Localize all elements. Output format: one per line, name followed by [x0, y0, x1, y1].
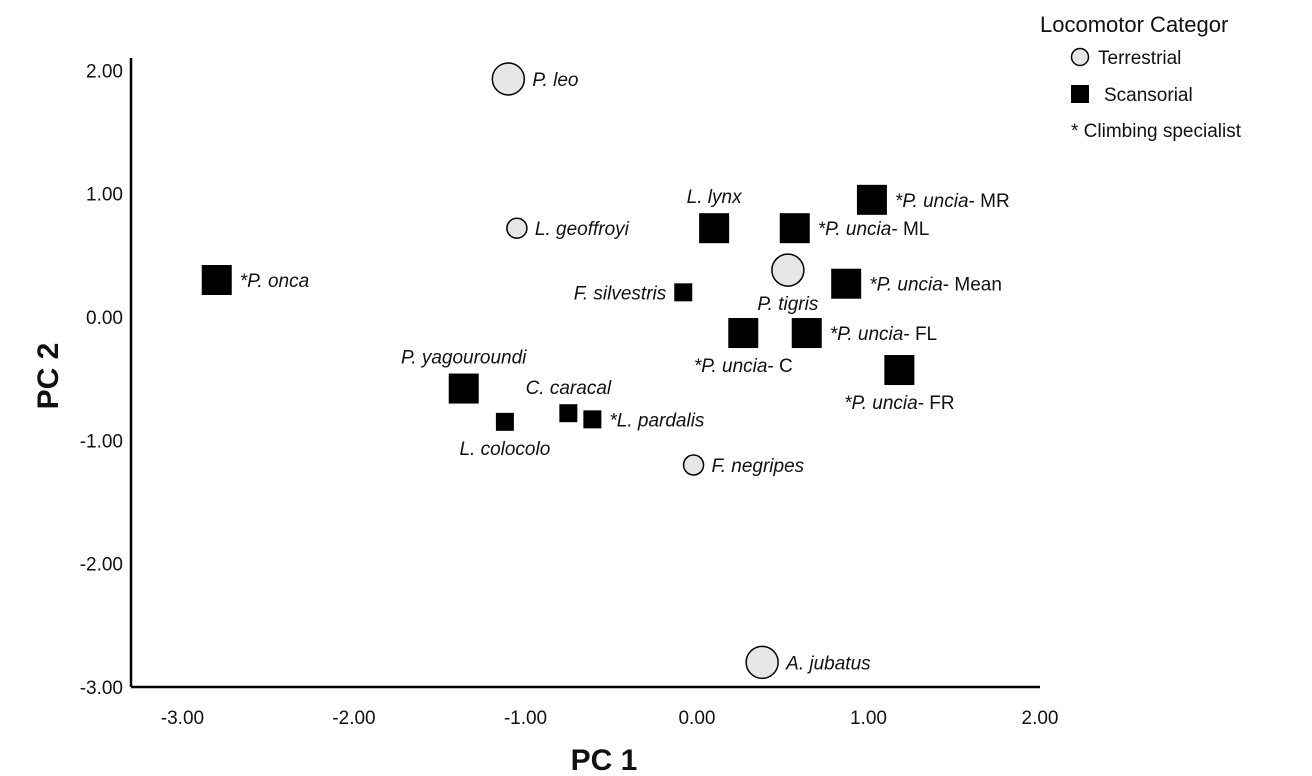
legend-square-marker: [1071, 85, 1089, 103]
point-label-part: P. uncia: [837, 324, 903, 345]
terrestrial-point: [771, 253, 805, 287]
scansorial-point: [791, 318, 822, 349]
point-label: *P. uncia- MR: [895, 191, 1010, 212]
point-label-part: *: [844, 393, 852, 414]
legend-label-terrestrial: Terrestrial: [1098, 48, 1181, 69]
terrestrial-point: [491, 62, 526, 96]
point-label-part: *: [694, 356, 702, 377]
y-tick-label: 0.00: [86, 308, 123, 329]
point-label-part: L. geoffroyi: [535, 219, 630, 240]
point-label-part: P. uncia: [701, 356, 767, 377]
point-label: *P. uncia- FL: [830, 324, 937, 345]
point-label: F. silvestris: [574, 283, 667, 304]
point-label-part: - FR: [918, 393, 955, 414]
point-label-part: L. pardalis: [617, 410, 705, 431]
point-label: *P. uncia- FR: [844, 393, 955, 414]
terrestrial-point: [682, 454, 705, 476]
y-tick-label: -1.00: [80, 431, 123, 452]
point-label: *P. uncia- ML: [818, 219, 930, 240]
point-label-part: P. uncia: [851, 393, 917, 414]
scansorial-point: [448, 373, 479, 404]
x-tick-label: 2.00: [1022, 708, 1059, 729]
point-label-part: P. leo: [532, 70, 578, 91]
point-label-part: C. caracal: [526, 378, 612, 399]
point-label-part: - Mean: [943, 275, 1002, 296]
legend-title: Locomotor Categor: [1040, 12, 1228, 37]
x-tick-label: -1.00: [504, 708, 547, 729]
x-tick-label: -2.00: [332, 708, 375, 729]
point-label-part: P. uncia: [825, 219, 891, 240]
y-tick-label: 1.00: [86, 185, 123, 206]
legend-label-climbing-specialist: * Climbing specialist: [1071, 121, 1242, 142]
point-label: *L. pardalis: [609, 410, 705, 431]
point-label-part: *: [240, 271, 248, 292]
axes: [129, 58, 1040, 689]
point-label: P. leo: [532, 70, 578, 91]
data-points: P. leo L. geoffroyi P. tigris F. negripes A.…: [201, 62, 1010, 680]
legend: Locomotor Categor Terrestrial Scansorial…: [1040, 12, 1242, 142]
point-label-part: - C: [767, 356, 792, 377]
point-label-part: *: [818, 219, 826, 240]
legend-label-scansorial: Scansorial: [1104, 85, 1193, 106]
point-label-part: *: [869, 275, 877, 296]
point-label: P. tigris: [757, 294, 818, 315]
point-label: A. jubatus: [785, 653, 871, 674]
point-label-part: *: [609, 410, 617, 431]
scansorial-point: [831, 268, 862, 299]
y-tick-label: -3.00: [80, 678, 123, 699]
point-label-part: P. yagouroundi: [401, 348, 527, 369]
y-tick-label: -2.00: [80, 555, 123, 576]
point-label: *P. uncia- C: [694, 356, 793, 377]
y-axis-title: PC 2: [32, 343, 65, 410]
point-label-part: F. silvestris: [574, 283, 667, 304]
scansorial-point: [495, 412, 514, 431]
point-label-part: P. uncia: [902, 191, 968, 212]
terrestrial-point: [745, 645, 779, 680]
scansorial-point: [728, 318, 759, 349]
point-label-part: - FL: [903, 324, 937, 345]
point-label-part: P. tigris: [757, 294, 818, 315]
x-tick-labels: -3.00 -2.00 -1.00 0.00 1.00 2.00: [161, 708, 1059, 729]
x-tick-label: 1.00: [850, 708, 887, 729]
point-label-part: A. jubatus: [785, 653, 871, 674]
point-label-part: L. colocolo: [459, 439, 550, 460]
point-label-part: P. uncia: [877, 275, 943, 296]
x-tick-label: 0.00: [678, 708, 715, 729]
y-tick-labels: 2.00 1.00 0.00 -1.00 -2.00 -3.00: [80, 61, 123, 699]
point-label: L. colocolo: [459, 439, 550, 460]
point-label-part: *: [895, 191, 903, 212]
point-label: *P. uncia- Mean: [869, 275, 1002, 296]
point-label-part: - MR: [969, 191, 1010, 212]
point-label-part: - ML: [891, 219, 929, 240]
point-label: L. lynx: [687, 187, 743, 208]
scansorial-point: [699, 213, 730, 244]
point-label: L. geoffroyi: [535, 219, 630, 240]
point-label: P. yagouroundi: [401, 348, 527, 369]
point-label: F. negripes: [712, 456, 805, 477]
scansorial-point: [856, 184, 887, 215]
point-label: C. caracal: [526, 378, 612, 399]
scansorial-point: [779, 213, 810, 244]
point-label-part: F. negripes: [712, 456, 805, 477]
point-label-part: *: [830, 324, 838, 345]
terrestrial-point: [506, 217, 528, 239]
scansorial-point: [201, 265, 232, 295]
y-tick-label: 2.00: [86, 61, 123, 82]
x-tick-label: -3.00: [161, 708, 204, 729]
point-label-part: P. onca: [247, 271, 309, 292]
scansorial-point: [559, 404, 578, 423]
scansorial-point: [583, 410, 602, 429]
scansorial-point: [884, 355, 915, 386]
scansorial-point: [674, 283, 693, 302]
point-label: *P. onca: [240, 271, 309, 292]
legend-circle-marker: [1070, 47, 1090, 67]
point-label-part: L. lynx: [687, 187, 743, 208]
x-axis-title: PC 1: [571, 744, 638, 776]
